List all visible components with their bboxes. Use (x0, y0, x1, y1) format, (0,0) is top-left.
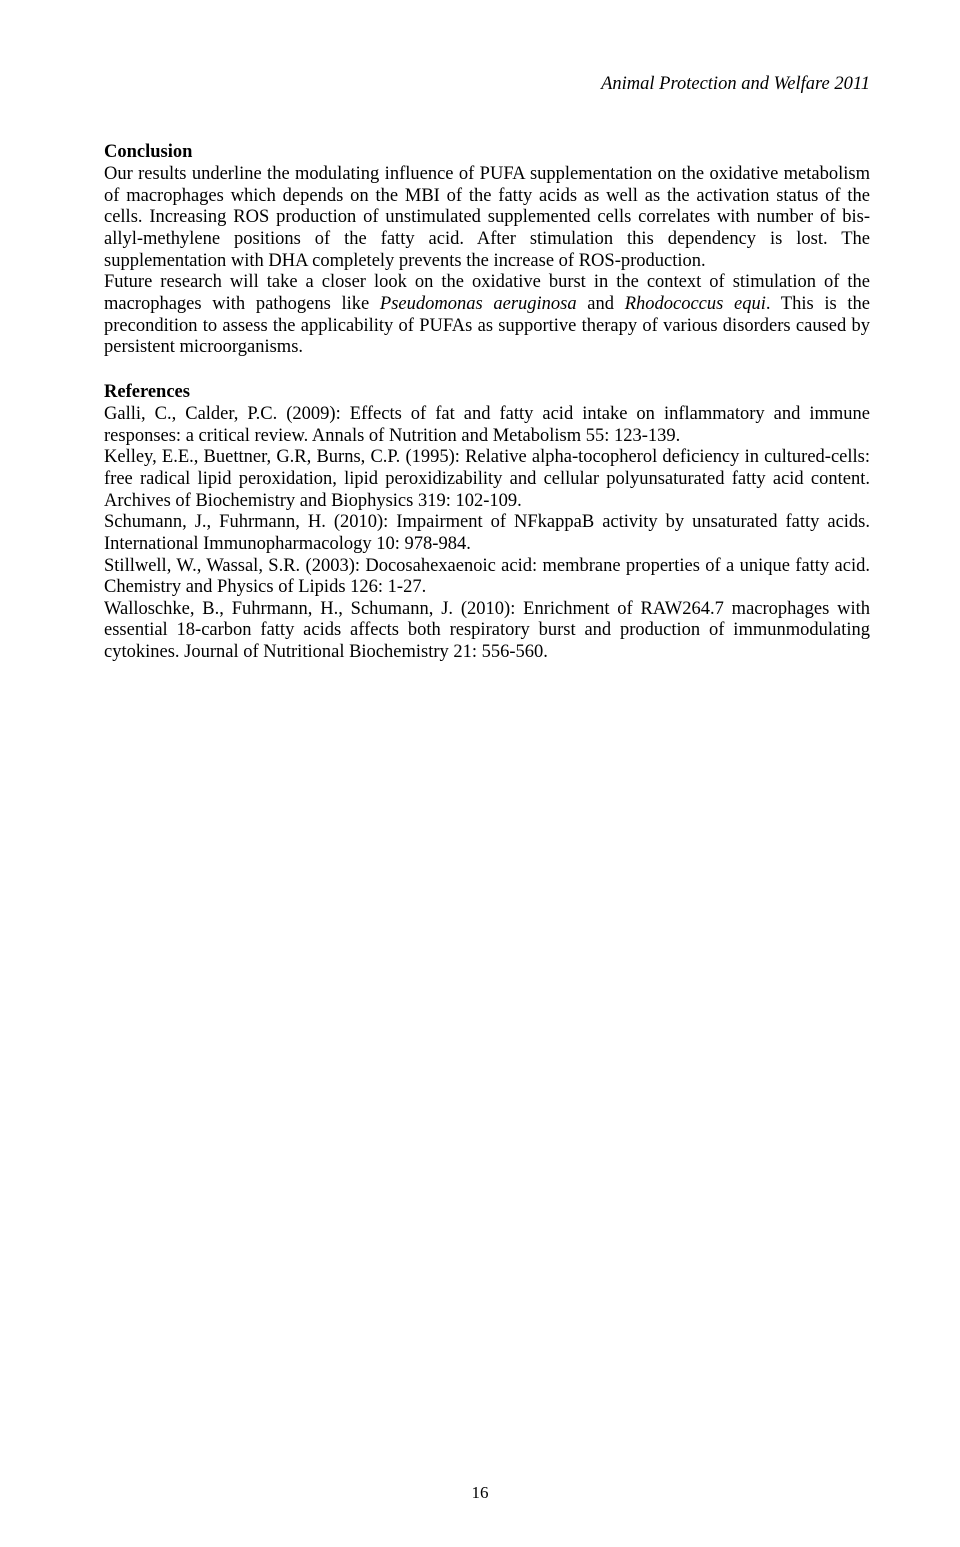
conclusion-heading: Conclusion (104, 141, 870, 164)
page-number: 16 (0, 1483, 960, 1503)
conclusion-para-2: Future research will take a closer look … (104, 272, 870, 359)
reference-3: Schumann, J., Fuhrmann, H. (2010): Impai… (104, 512, 870, 555)
species-pseudomonas: Pseudomonas aeruginosa (380, 294, 577, 314)
conclusion-para-1: Our results underline the modulating inf… (104, 164, 870, 272)
reference-2: Kelley, E.E., Buettner, G.R, Burns, C.P.… (104, 447, 870, 512)
paragraph-gap (104, 359, 870, 381)
references-heading: References (104, 381, 870, 404)
reference-5: Walloschke, B., Fuhrmann, H., Schumann, … (104, 599, 870, 664)
species-rhodococcus: Rhodococcus equi (625, 294, 766, 314)
running-header: Animal Protection and Welfare 2011 (104, 74, 870, 95)
conclusion-para2-c: and (577, 294, 625, 314)
reference-1: Galli, C., Calder, P.C. (2009): Effects … (104, 404, 870, 447)
reference-4: Stillwell, W., Wassal, S.R. (2003): Doco… (104, 556, 870, 599)
page-content: Animal Protection and Welfare 2011 Concl… (0, 0, 960, 664)
